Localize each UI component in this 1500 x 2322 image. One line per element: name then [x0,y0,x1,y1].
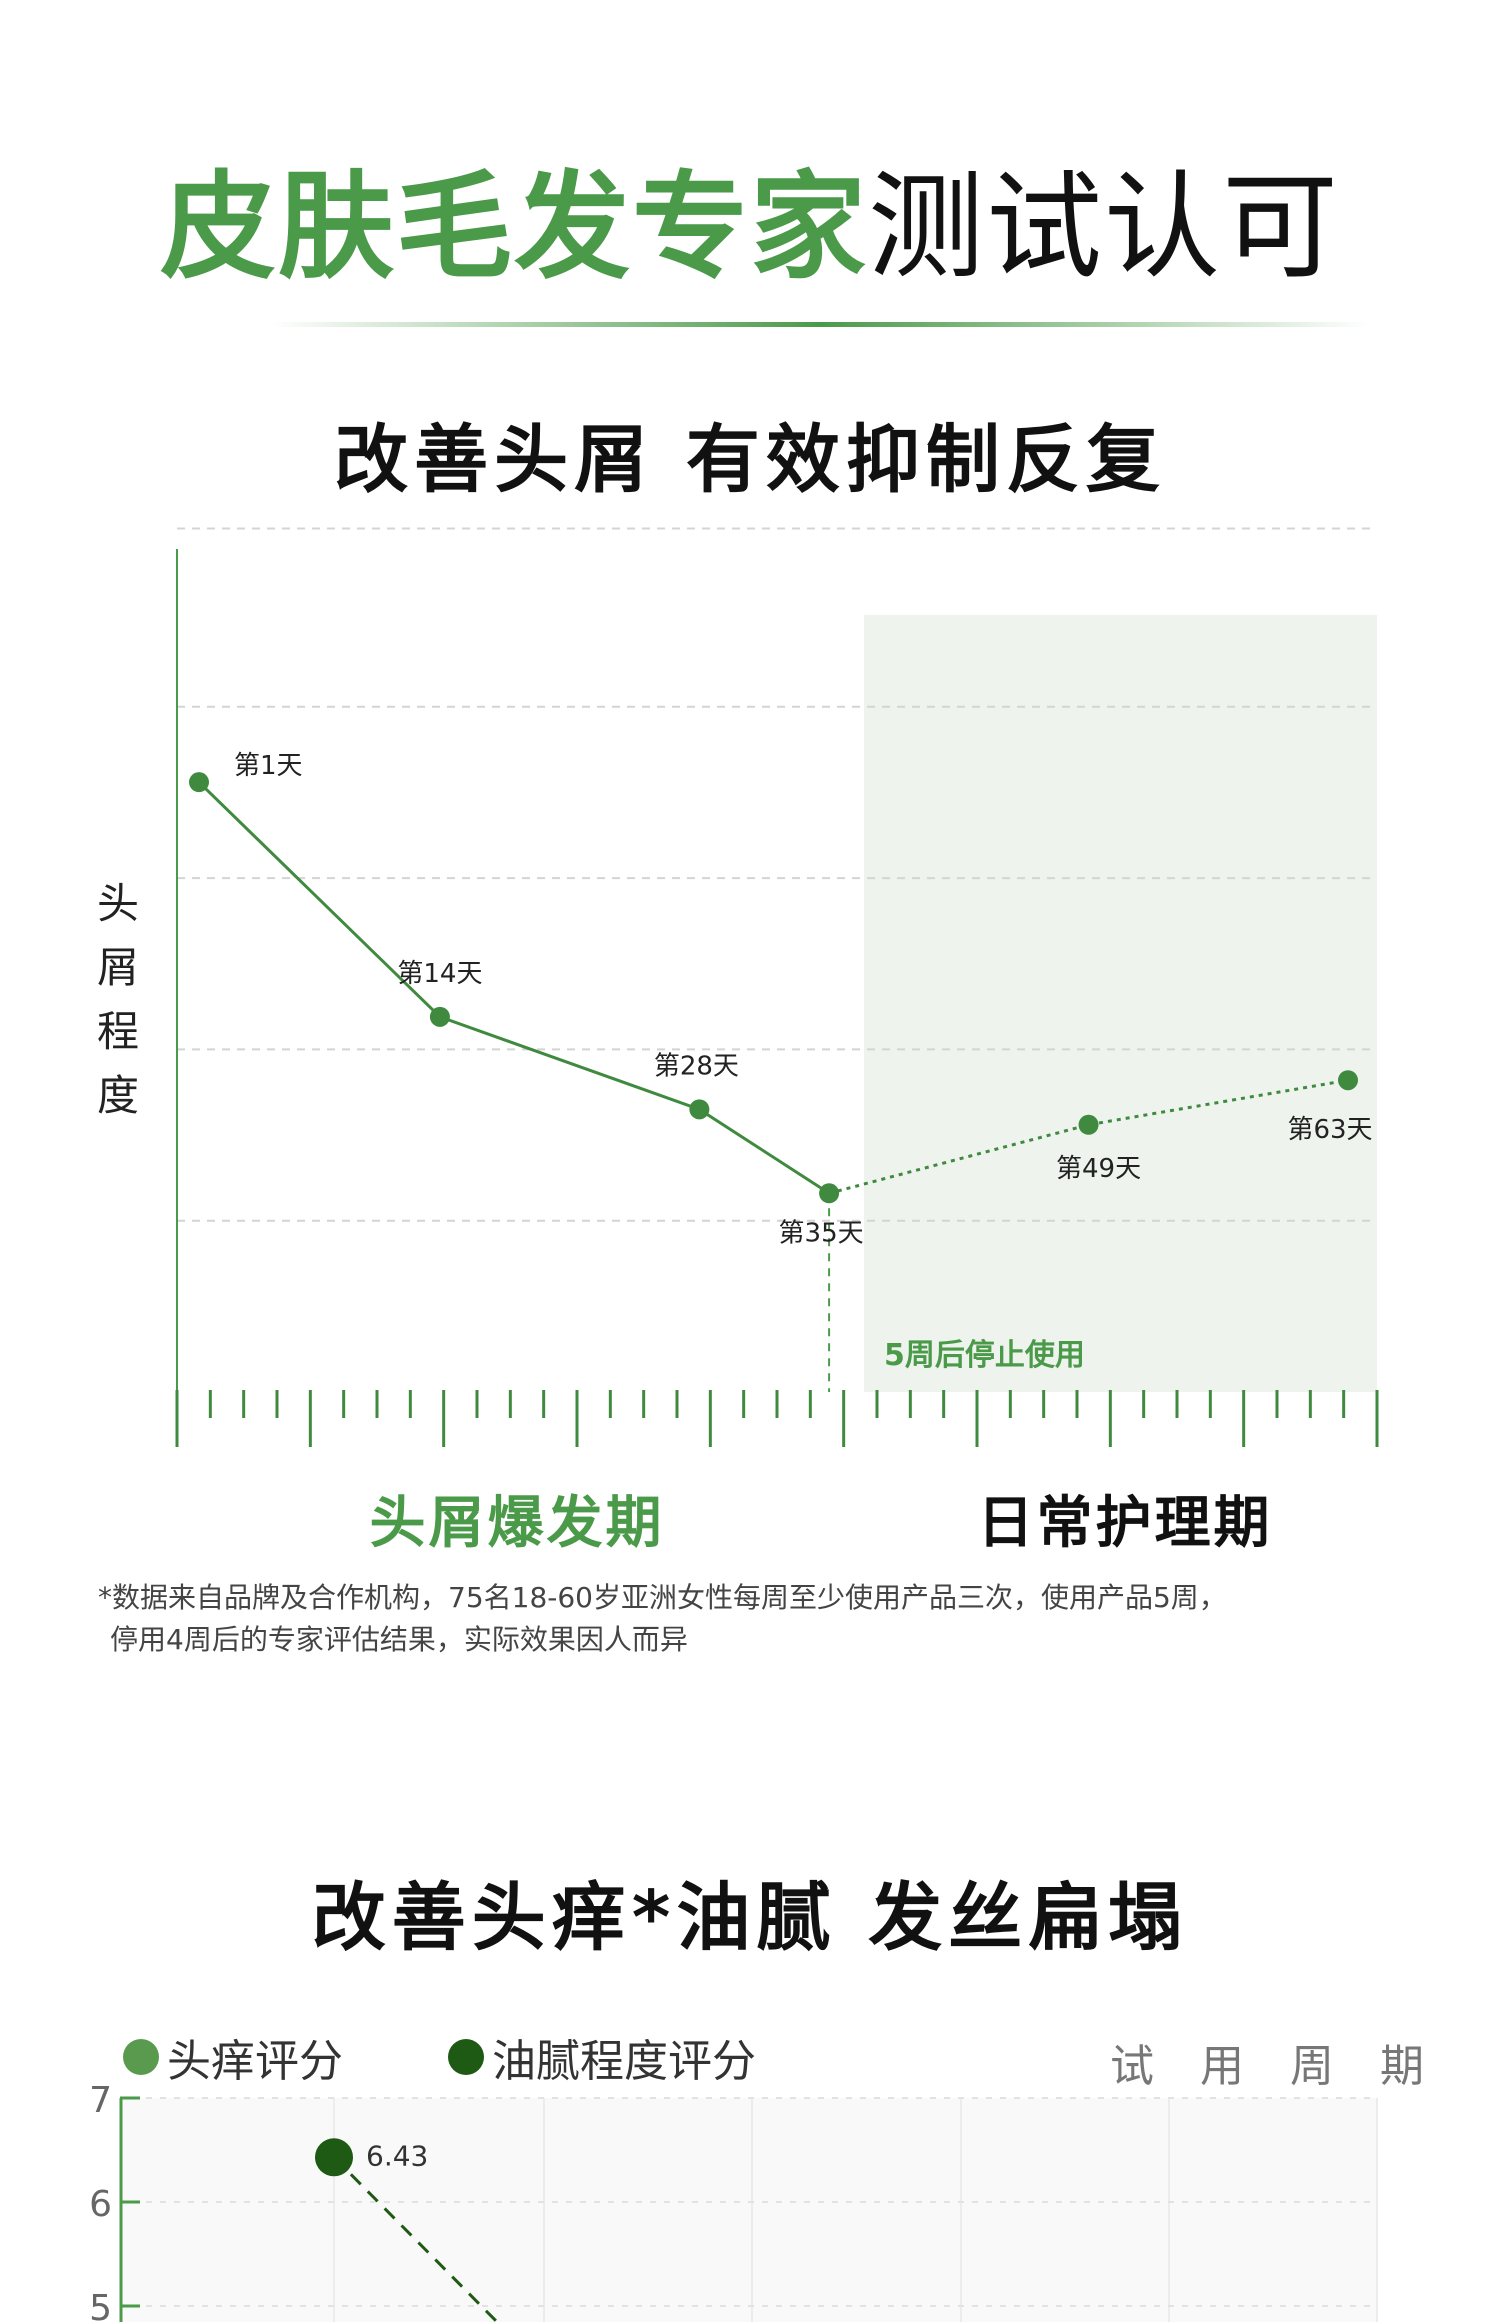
title-black: 测试认可 [868,160,1340,295]
title-underline [270,322,1370,327]
data-point [429,1006,450,1027]
y-tick-label: 7 [89,2080,112,2121]
data-label: 第1天 [234,751,303,781]
plot-background [122,2098,1377,2322]
data-point [1078,1114,1099,1135]
usage-line [197,781,830,1195]
legend-dot-icon [123,2039,159,2075]
stop-marker-label: 5周后停止使用 [884,1338,1085,1373]
legend-item: 油腻程度评分 [448,2025,756,2089]
y-axis-label: 头屑程度 [96,879,139,1120]
y-tick-label: 5 [89,2288,112,2322]
legend-label: 头痒评分 [167,2036,343,2087]
section2-heading: 改善头痒*油腻 发丝扁塌 [311,1875,1189,1961]
period-care-label: 日常护理期 [977,1491,1273,1556]
data-label: 第49天 [1056,1154,1141,1184]
period-burst-label: 头屑爆发期 [369,1491,665,1556]
oil-score-line [332,2156,500,2322]
trial-period-label: 试 用 周 期 [1110,2041,1440,2092]
title-green: 皮肤毛发专家 [160,160,868,295]
section1-heading: 改善头屑 有效抑制反复 [334,417,1166,503]
data-label: 6.43 [366,2139,428,2172]
data-point [315,2138,353,2177]
data-label: 第28天 [654,1051,739,1081]
data-label: 第14天 [397,959,482,989]
data-point [189,772,209,793]
footnote: *数据来自品牌及合作机构，75名18-60岁亚洲女性每周至少使用产品三次，使用产… [98,1577,1227,1661]
footnote-line: 停用4周后的专家评估结果，实际效果因人而异 [110,1623,688,1656]
data-label: 第35天 [779,1218,864,1248]
y-tick-label: 6 [89,2184,112,2225]
legend-item: 头痒评分 [123,2025,343,2089]
data-point [819,1183,840,1204]
legend-label: 油腻程度评分 [492,2036,756,2087]
data-point [1338,1070,1358,1091]
post-use-shade [864,615,1377,1392]
footnote-line: *数据来自品牌及合作机构，75名18-60岁亚洲女性每周至少使用产品三次，使用产… [98,1581,1227,1614]
data-point [689,1099,710,1120]
post-usage-line [828,1078,1349,1195]
data-label: 第63天 [1287,1115,1372,1145]
page-title: 皮肤毛发专家测试认可 [0,160,1500,295]
legend-dot-icon [448,2039,484,2075]
